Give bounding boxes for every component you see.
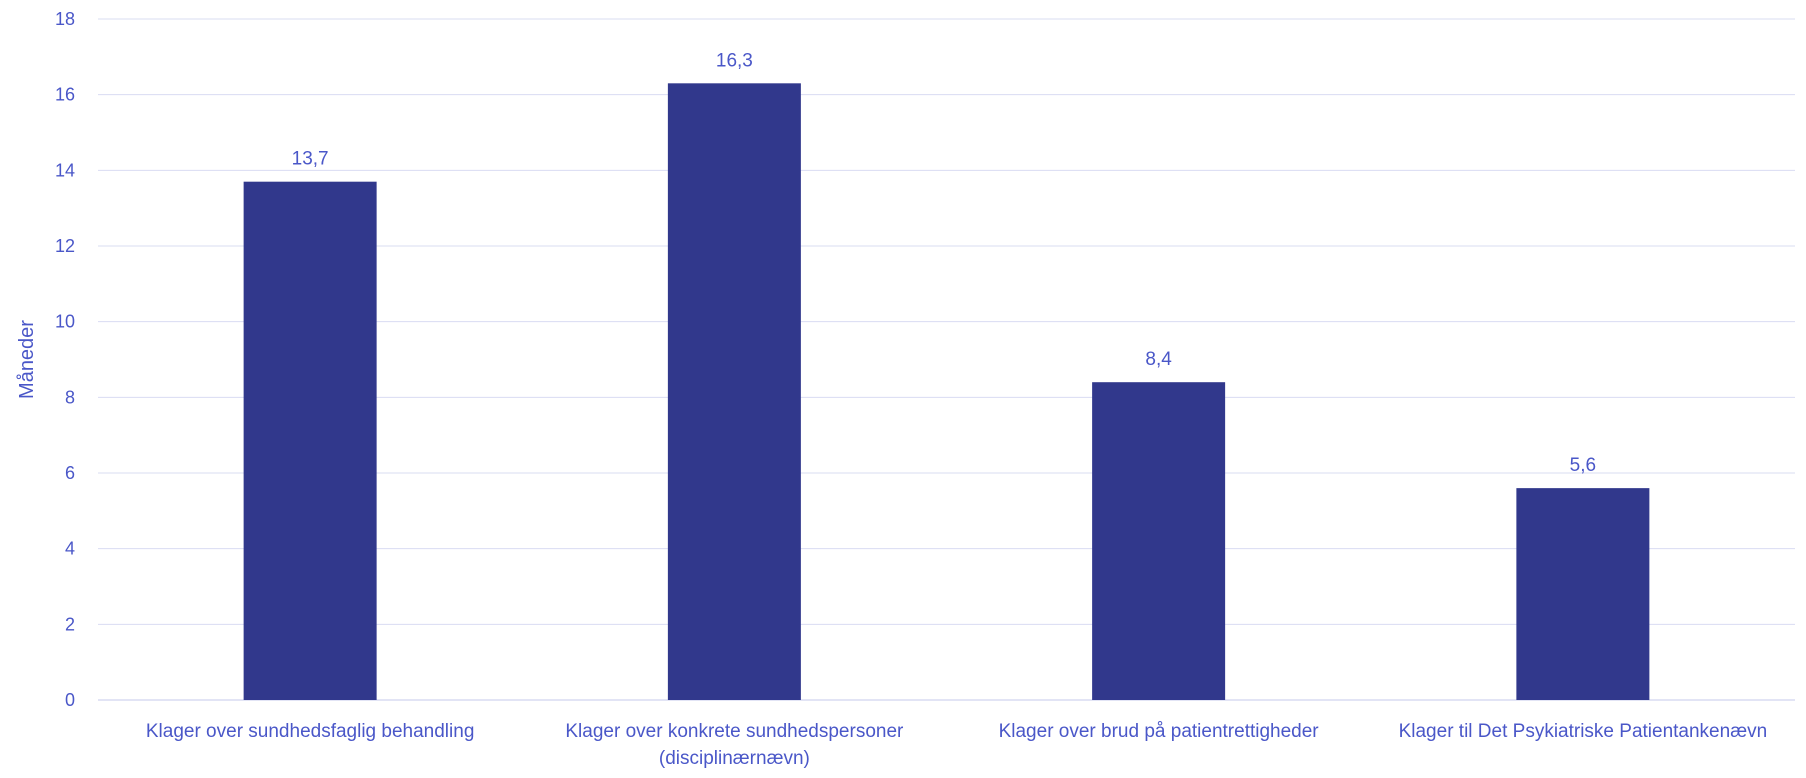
bar	[243, 181, 377, 700]
y-tick-label: 12	[55, 236, 75, 256]
x-tick-label: Klager over sundhedsfaglig behandling	[146, 721, 475, 742]
y-tick-label: 14	[55, 160, 75, 180]
y-tick-label: 16	[55, 85, 75, 105]
bar	[1516, 488, 1650, 700]
y-tick-label: 2	[65, 614, 75, 634]
data-label: 8,4	[1145, 349, 1172, 370]
x-tick-label: (disciplinærnævn)	[659, 748, 810, 769]
data-label: 13,7	[292, 149, 329, 170]
gridlines	[98, 18, 1795, 701]
y-tick-label: 8	[65, 387, 75, 407]
data-labels: 13,7 16,3 8,4 5,6	[292, 50, 1596, 476]
x-tick-label: Klager til Det Psykiatriske Patientanken…	[1399, 721, 1768, 742]
y-tick-label: 18	[55, 9, 75, 29]
y-axis-ticks: 0 2 4 6 8 10 12 14 16 18	[55, 9, 75, 710]
x-axis-ticks: Klager over sundhedsfaglig behandling Kla…	[146, 721, 1767, 769]
bar	[1092, 382, 1226, 700]
bars	[243, 83, 1650, 701]
y-tick-label: 10	[55, 312, 75, 332]
data-label: 5,6	[1570, 455, 1596, 476]
y-tick-label: 0	[65, 690, 75, 710]
data-label: 16,3	[716, 50, 753, 71]
y-tick-label: 4	[65, 539, 75, 559]
y-tick-label: 6	[65, 463, 75, 483]
y-axis-label: Måneder	[16, 320, 38, 399]
x-tick-label: Klager over brud på patientrettigheder	[999, 721, 1320, 742]
bar	[667, 83, 801, 701]
x-tick-label: Klager over konkrete sundhedspersoner	[565, 721, 904, 742]
